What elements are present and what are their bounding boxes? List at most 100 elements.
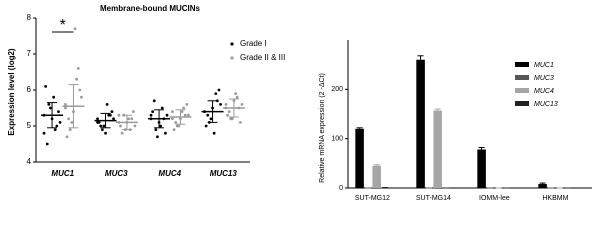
data-point	[130, 117, 134, 121]
data-point	[55, 124, 59, 128]
legend-label: MUC13	[534, 101, 558, 108]
bar	[477, 149, 486, 188]
data-point	[226, 113, 229, 117]
data-point	[127, 117, 130, 121]
data-point	[67, 117, 71, 121]
data-point	[49, 106, 52, 110]
data-point	[75, 77, 79, 81]
bar	[355, 128, 364, 188]
data-point	[117, 113, 121, 117]
data-point	[68, 128, 72, 132]
data-point	[65, 135, 69, 139]
legend-swatch	[515, 75, 529, 80]
data-point	[235, 95, 239, 99]
data-point	[206, 113, 210, 117]
x-tick-label: SUT-MG14	[416, 195, 451, 202]
y-axis-label: Relative mRNA expression (2 -ΔCt)	[319, 73, 326, 183]
data-point	[209, 117, 213, 121]
data-point	[99, 124, 103, 128]
data-point	[204, 124, 208, 128]
data-point	[172, 128, 176, 132]
data-point	[131, 110, 135, 113]
x-tick-label: MUC13	[210, 169, 238, 178]
data-point	[97, 121, 101, 124]
data-point	[164, 131, 167, 135]
data-point	[76, 67, 80, 70]
bar	[372, 165, 381, 188]
data-point	[64, 106, 67, 110]
data-point	[238, 121, 242, 124]
data-point	[110, 110, 114, 113]
data-point	[100, 128, 104, 132]
y-tick-label: 5	[27, 121, 32, 130]
data-point	[52, 95, 56, 99]
data-point	[152, 99, 156, 103]
data-point	[187, 113, 190, 117]
x-tick-label: IOMM-lee	[479, 195, 510, 202]
legend-label: MUC4	[534, 88, 554, 95]
bar	[538, 184, 547, 188]
x-tick-label: MUC3	[105, 169, 128, 178]
data-point	[214, 92, 218, 95]
bar	[416, 59, 425, 188]
legend-swatch	[515, 101, 529, 106]
y-axis-label: Expression level (log2)	[7, 48, 16, 135]
data-point	[102, 124, 106, 128]
chart-title: Membrane-bound MUCINs	[100, 4, 201, 13]
data-point	[151, 110, 155, 113]
data-point	[240, 103, 244, 106]
data-point	[177, 124, 181, 128]
legend-swatch	[515, 62, 529, 67]
data-point	[217, 88, 221, 92]
data-point	[108, 113, 112, 117]
data-point	[70, 121, 74, 124]
y-tick-label: 200	[331, 86, 343, 93]
bar	[433, 110, 442, 188]
data-point	[80, 95, 83, 99]
data-point	[234, 92, 237, 95]
y-tick-label: 8	[27, 13, 32, 22]
data-point	[183, 113, 187, 117]
data-point	[58, 121, 62, 124]
data-point	[180, 110, 184, 113]
y-tick-label: 6	[27, 85, 32, 94]
data-point	[185, 103, 189, 106]
data-point	[96, 117, 99, 121]
data-point	[182, 106, 186, 110]
legend-swatch	[515, 88, 529, 93]
data-point	[171, 117, 174, 121]
y-tick-label: 7	[27, 49, 32, 58]
data-point	[105, 103, 109, 106]
data-point	[47, 103, 51, 106]
data-point	[165, 113, 169, 117]
x-tick-label: SUT-MG12	[355, 195, 390, 202]
data-point	[64, 103, 67, 106]
data-point	[156, 135, 159, 139]
figure: Membrane-bound MUCINs Expression level (…	[7, 4, 592, 202]
data-point	[57, 110, 60, 113]
data-point	[230, 117, 234, 121]
data-point	[44, 85, 48, 88]
x-tick-label: MUC1	[51, 169, 74, 178]
legend-marker	[230, 56, 234, 60]
y-tick-label: 4	[27, 157, 32, 166]
data-point	[78, 88, 82, 92]
legend-marker	[230, 42, 234, 46]
x-tick-label: MUC4	[158, 169, 181, 178]
data-point	[212, 131, 216, 135]
data-point	[171, 110, 174, 113]
data-point	[112, 117, 115, 121]
data-point	[174, 121, 178, 124]
data-point	[120, 131, 124, 135]
data-point	[45, 142, 49, 146]
data-point	[224, 103, 228, 106]
y-tick-label: 0	[339, 185, 343, 192]
data-point	[160, 106, 164, 110]
data-point	[42, 131, 46, 135]
data-point	[159, 124, 163, 128]
data-point	[227, 110, 231, 113]
significance-marker: *	[60, 17, 66, 34]
data-point	[104, 131, 107, 135]
data-point	[73, 27, 77, 31]
legend-label: MUC1	[534, 62, 554, 69]
